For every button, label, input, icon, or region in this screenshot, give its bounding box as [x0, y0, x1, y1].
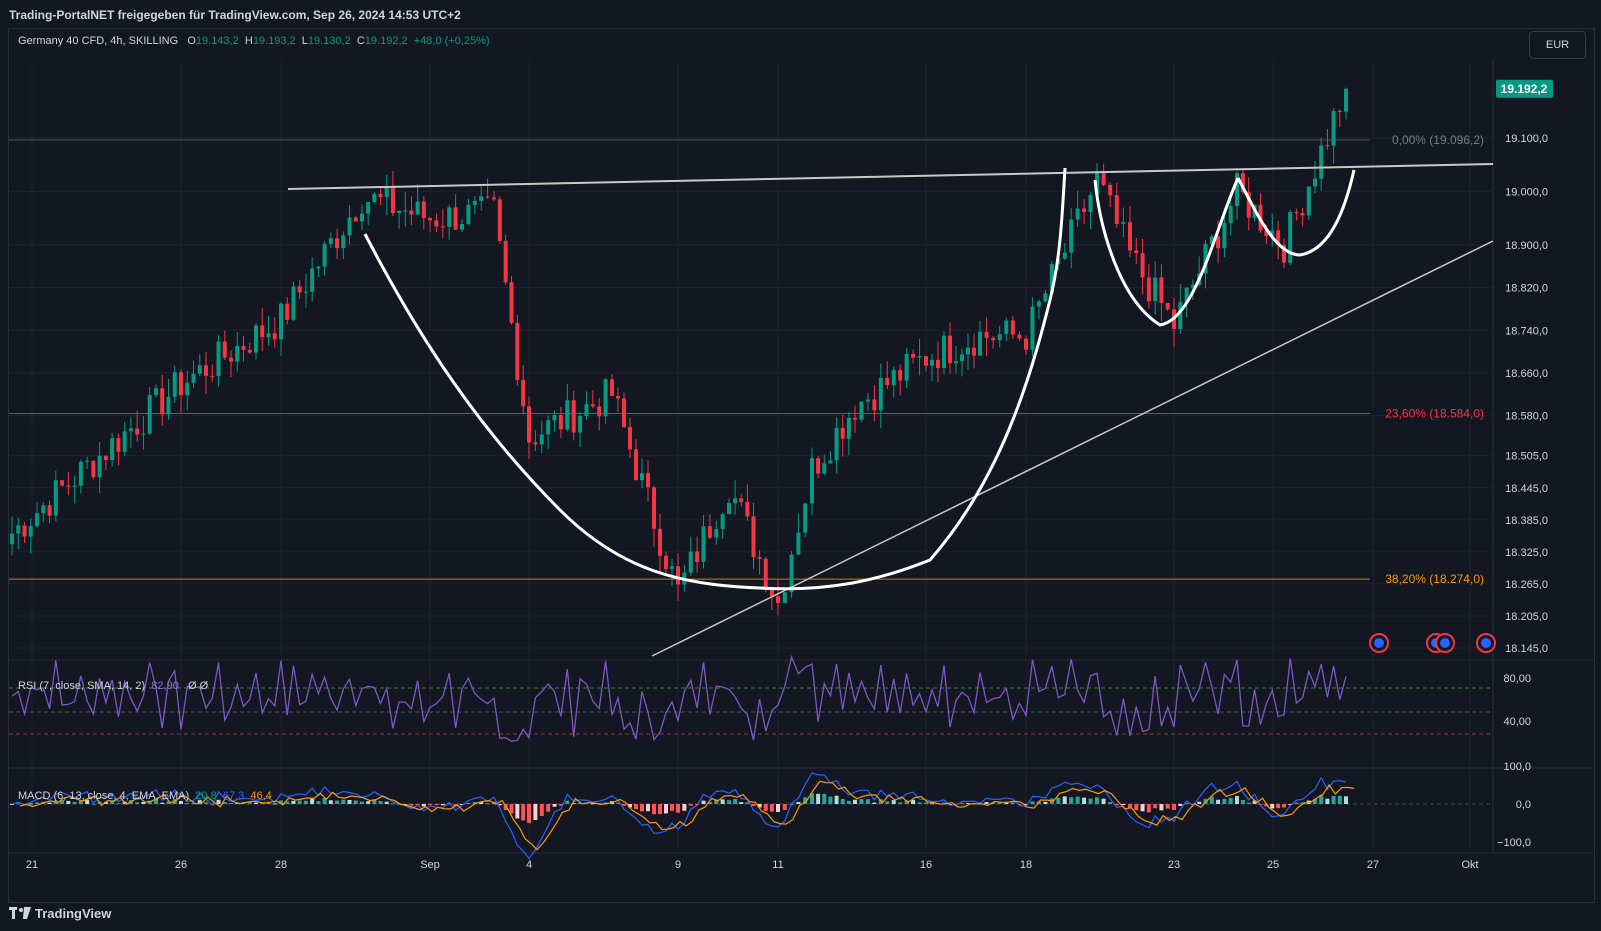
macd-hist-value: 20,8: [195, 790, 217, 802]
brand-name: TradingView: [35, 906, 112, 921]
top-bar: Trading-PortalNET freigegeben für Tradin…: [0, 0, 1601, 30]
open-value: 19.143,2: [195, 35, 239, 47]
rsi-value: 82,90: [151, 680, 179, 692]
close-label: C: [356, 35, 365, 47]
currency-button[interactable]: EUR: [1529, 31, 1586, 59]
high-value: 19.193,2: [252, 35, 296, 47]
publish-title: Trading-PortalNET freigegeben für Tradin…: [9, 8, 461, 22]
chart-frame[interactable]: [8, 28, 1595, 903]
rsi-title: RSI (7, close, SMA, 14, 2): [18, 680, 146, 692]
low-label: L: [301, 35, 308, 47]
tradingview-brand[interactable]: TradingView: [9, 906, 111, 921]
macd-title: MACD (6, 13, close, 4, EMA, EMA): [18, 790, 190, 802]
macd-label: MACD (6, 13, close, 4, EMA, EMA) 20,8 67…: [18, 790, 272, 802]
change-value: +48,0 (+0,25%): [413, 35, 490, 47]
macd-line-value: 67,3: [222, 790, 245, 802]
symbol-legend: Germany 40 CFD, 4h, SKILLING O19.143,2 H…: [18, 35, 490, 47]
low-value: 19.130,2: [307, 35, 351, 47]
open-label: O: [187, 35, 196, 47]
macd-signal-value: 46,4: [250, 790, 272, 802]
close-value: 19.192,2: [364, 35, 408, 47]
tradingview-logo-icon: [9, 907, 31, 919]
rsi-label: RSI (7, close, SMA, 14, 2) 82,90 Ø Ø: [18, 680, 208, 692]
symbol-name[interactable]: Germany 40 CFD, 4h, SKILLING: [18, 35, 179, 47]
high-label: H: [244, 35, 253, 47]
rsi-extra: Ø Ø: [187, 680, 209, 692]
